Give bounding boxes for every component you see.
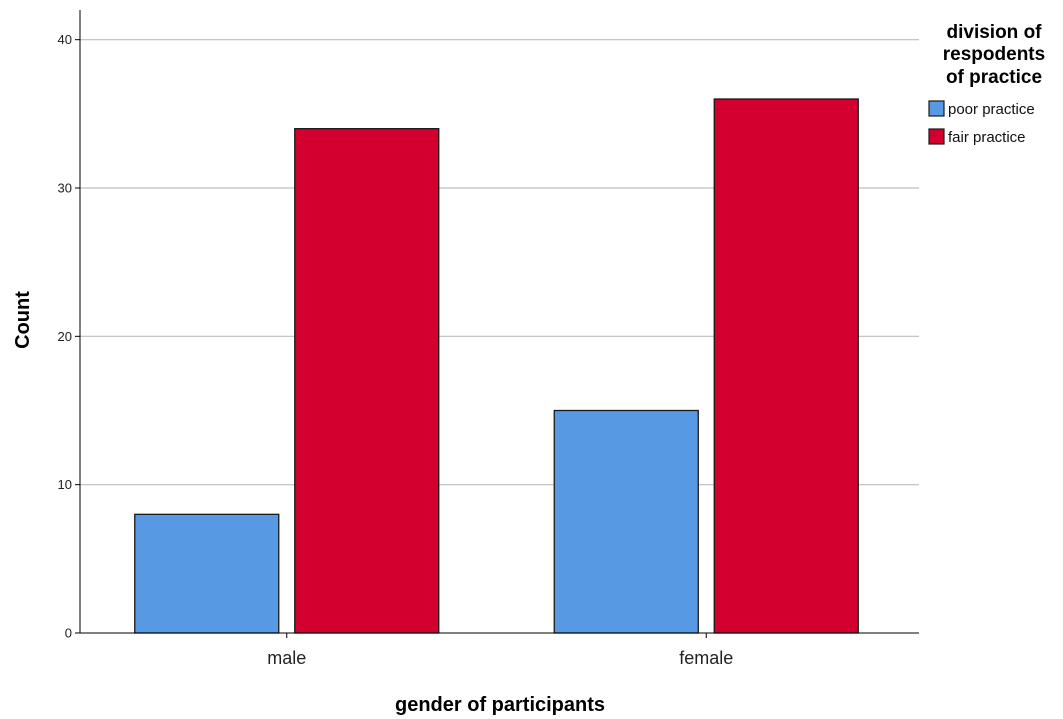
y-axis-title: Count [12, 291, 34, 349]
legend-label-fair-practice: fair practice [948, 129, 1026, 146]
bar-poor-practice-female [553, 409, 699, 634]
x-category-labels: male female [267, 633, 733, 668]
y-tick-label: 40 [58, 32, 72, 47]
legend-label-poor-practice: poor practice [948, 101, 1035, 118]
legend-swatch-poor-practice [928, 100, 945, 117]
y-tick-label: 20 [58, 329, 72, 344]
y-tick-label: 0 [65, 626, 72, 641]
axes [79, 10, 919, 634]
bar-fair-practice-female [713, 98, 859, 634]
bars [134, 98, 859, 634]
legend-swatch-fair-practice [928, 128, 945, 145]
legend-title-line-1: division of [947, 22, 1043, 43]
x-axis-title: gender of participants [395, 694, 605, 716]
y-tick-label: 30 [58, 181, 72, 196]
bar-poor-practice-male [134, 513, 280, 634]
bar-fair-practice-male [294, 128, 440, 634]
x-category-label: male [267, 648, 306, 668]
legend: division of respodents of practice poor … [928, 22, 1045, 146]
legend-title-line-3: of practice [946, 67, 1042, 88]
y-tick-labels: 0 10 20 30 40 [58, 32, 80, 641]
y-tick-label: 10 [58, 477, 72, 492]
x-category-label: female [679, 648, 733, 668]
legend-items: poor practice fair practice [928, 100, 1035, 146]
legend-title-line-2: respodents [943, 44, 1045, 65]
